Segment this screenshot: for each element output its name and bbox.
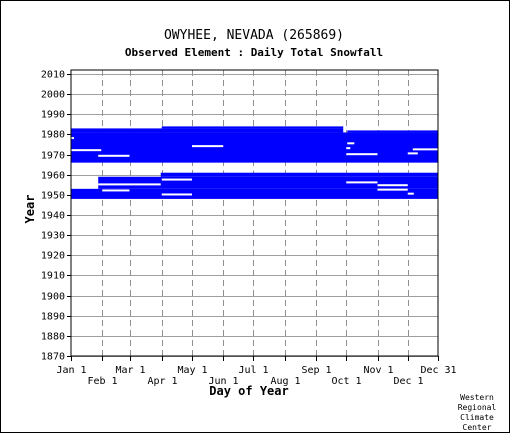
data-bar (98, 176, 438, 189)
x-tick-label: Mar 1 (115, 365, 145, 376)
data-bar (71, 188, 438, 199)
y-tick-label: 1900 (41, 292, 65, 303)
y-tick-label: 2010 (41, 70, 65, 81)
data-bar (71, 128, 344, 133)
y-tick-label: 1910 (41, 271, 65, 282)
data-gap (98, 183, 161, 186)
credit-line-3: Climate (460, 413, 494, 422)
data-bar (161, 126, 344, 129)
data-gap (346, 147, 351, 150)
data-gap (412, 148, 438, 151)
data-bars (71, 126, 438, 199)
data-gap (161, 193, 192, 196)
x-tick-label: Dec 1 (393, 376, 423, 387)
data-gap (98, 154, 130, 157)
y-tick-label: 2000 (41, 90, 65, 101)
x-axis-title: Day of Year (209, 384, 288, 398)
credit-line-2: Regional (458, 403, 497, 412)
x-tick-label: Oct 1 (331, 376, 361, 387)
data-gaps (71, 137, 438, 196)
y-tick-label: 1980 (41, 130, 65, 141)
y-tick-label: 1970 (41, 151, 65, 162)
x-axis-ticks: Jan 1 Mar 1 May 1 Jul 1 Sep 1 Nov 1 Dec 31 Feb … (56, 356, 457, 387)
y-tick-label: 1880 (41, 332, 65, 343)
y-axis-title: Year (23, 195, 37, 224)
x-tick-label: May 1 (177, 365, 207, 376)
data-gap (346, 153, 378, 156)
x-tick-label: Nov 1 (363, 365, 393, 376)
y-tick-label: 1930 (41, 231, 65, 242)
plot-border (70, 69, 439, 357)
chart-title: OWYHEE, NEVADA (265869) (164, 28, 344, 43)
data-gap (407, 152, 418, 155)
x-tick-label: Jun 1 (208, 376, 238, 387)
y-axis-ticks: 2010 2000 1990 1980 1970 1960 1950 1940 1930 1920… (41, 70, 71, 363)
x-tick-label: Jan 1 (56, 365, 86, 376)
data-gap (223, 168, 285, 171)
chart-subtitle: Observed Element : Daily Total Snowfall (125, 46, 383, 59)
horizontal-grid (71, 74, 438, 357)
y-tick-label: 1960 (41, 171, 65, 182)
data-gap (407, 192, 414, 195)
data-bar (71, 132, 438, 163)
data-bar (160, 172, 438, 177)
data-gap (191, 145, 224, 148)
data-bar (347, 130, 438, 133)
y-tick-label: 1870 (41, 352, 65, 363)
x-tick-label: Apr 1 (147, 376, 177, 387)
x-tick-label: Feb 1 (87, 376, 117, 387)
x-tick-label: Sep 1 (301, 365, 331, 376)
data-gap (161, 178, 192, 181)
y-tick-label: 1990 (41, 110, 65, 121)
vertical-grid (102, 70, 409, 356)
credit-line-4: Center (463, 423, 492, 432)
x-tick-label: Aug 1 (270, 376, 300, 387)
data-gap (71, 149, 102, 152)
data-gap (347, 142, 355, 145)
data-gap (346, 181, 378, 184)
data-gap (377, 188, 408, 191)
x-tick-label: Jul 1 (238, 365, 268, 376)
credit-block: Western Regional Climate Center (458, 393, 497, 432)
data-gap (71, 137, 75, 140)
data-gap (102, 189, 130, 192)
credit-line-1: Western (460, 393, 494, 402)
y-tick-label: 1940 (41, 211, 65, 222)
y-tick-label: 1950 (41, 191, 65, 202)
y-tick-label: 1890 (41, 312, 65, 323)
y-tick-label: 1920 (41, 251, 65, 262)
data-gap (377, 184, 408, 187)
x-tick-label: Dec 31 (420, 365, 456, 376)
